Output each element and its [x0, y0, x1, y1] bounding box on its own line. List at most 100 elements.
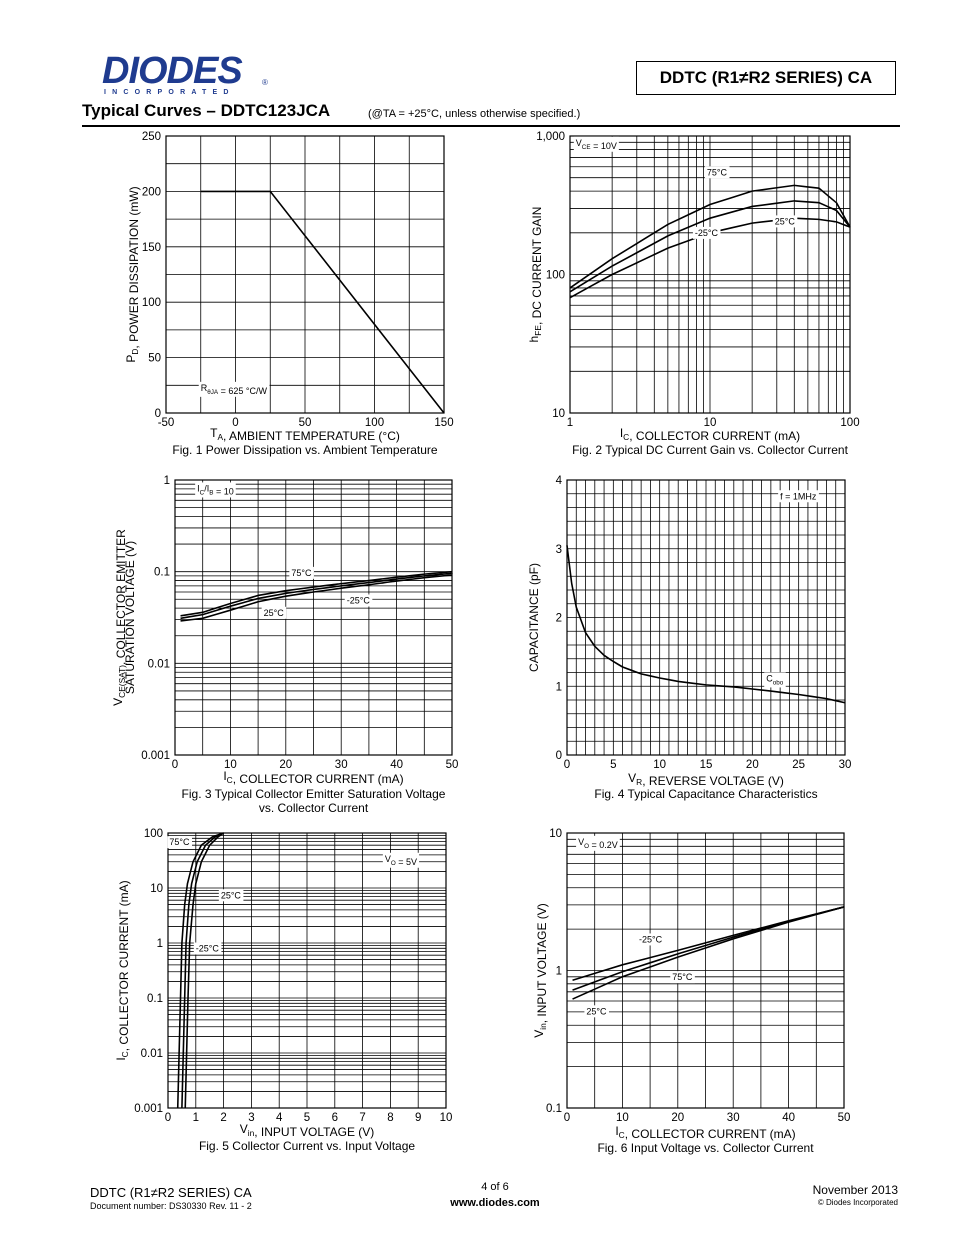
fig4-caption: Fig. 4 Typical Capacitance Characteristi… — [594, 787, 817, 801]
fig4-chart: 0 5 10 15 20 25 30 0 1 2 3 4 VR, REVERSE VOLTAGE (V)… — [527, 475, 851, 801]
fig4-xtick: 25 — [792, 759, 805, 771]
fig2-annotation: 25°C — [775, 216, 796, 226]
fig2-ytick: 10 — [552, 408, 565, 420]
fig5-annotation-bg — [382, 852, 420, 868]
fig3-xtick: 50 — [446, 759, 459, 771]
fig5-xtick: 9 — [415, 1112, 421, 1124]
fig2-series-2 — [569, 217, 851, 299]
fig4-annotation: Cobo — [766, 673, 784, 686]
fig5-xtick: 4 — [276, 1112, 283, 1124]
fig4-xtick: 5 — [610, 759, 616, 771]
fig2-xtick: 10 — [704, 417, 717, 429]
fig6-annotation-bg — [637, 933, 665, 946]
fig5-xtick: 6 — [332, 1112, 338, 1124]
fig6-ylabel: Vin, INPUT VOLTAGE (V) — [532, 903, 549, 1038]
fig4-xtick: 15 — [700, 759, 713, 771]
fig2-caption: Fig. 2 Typical DC Current Gain vs. Colle… — [572, 443, 849, 457]
fig6-series-2 — [572, 906, 845, 991]
footer-doc: Document number: DS30330 Rev. 11 - 2 — [90, 1201, 252, 1211]
fig6-xtick: 30 — [727, 1112, 740, 1124]
footer-page: 4 of 6 — [481, 1181, 509, 1193]
fig3-caption: Fig. 3 Typical Collector Emitter Saturat… — [182, 787, 446, 801]
fig4-series-0 — [566, 545, 846, 704]
fig5-grid — [167, 832, 447, 1109]
fig5-xtick: 0 — [165, 1112, 171, 1124]
fig5-xtick: 7 — [359, 1112, 365, 1124]
fig5-annotation: 75°C — [169, 837, 190, 847]
fig4-xlabel: VR, REVERSE VOLTAGE (V) — [628, 771, 784, 788]
fig5-ytick: 0.1 — [147, 993, 163, 1005]
fig1-ytick: 250 — [142, 131, 161, 143]
fig1-ytick: 200 — [142, 186, 161, 198]
fig4-ytick: 4 — [556, 475, 563, 487]
fig1-xlabel: TA, AMBIENT TEMPERATURE (°C) — [210, 426, 400, 443]
fig6-xlabel: IC, COLLECTOR CURRENT (mA) — [615, 1124, 795, 1141]
fig4-annotation: f = 1MHz — [780, 491, 817, 501]
fig5-annotation: -25°C — [196, 944, 220, 954]
page-subtitle: (@TA = +25°C, unless otherwise specified… — [368, 108, 581, 120]
fig4-ytick: 0 — [556, 750, 562, 762]
fig5-ytick: 0.01 — [141, 1048, 163, 1060]
fig6-frame — [566, 832, 845, 1109]
fig5-annotation-bg — [193, 942, 222, 955]
fig5-ytick: 0.001 — [134, 1103, 163, 1115]
fig1-grid — [165, 135, 445, 414]
fig5-ylabel: IC, COLLECTOR CURRENT (mA) — [114, 880, 131, 1060]
fig5-annotation: 25°C — [221, 890, 242, 900]
fig2-annotation-bg — [692, 226, 721, 239]
fig1-series-0 — [200, 190, 445, 414]
fig6-caption: Fig. 6 Input Voltage vs. Collector Curre… — [597, 1141, 814, 1155]
fig1-xtick: 150 — [434, 417, 453, 429]
part-number-box: DDTC (R1≠R2 SERIES) CA — [636, 61, 896, 95]
fig1-annotation: RθJA = 625 °C/W — [201, 383, 268, 396]
fig6-xtick: 10 — [616, 1112, 629, 1124]
fig3-series-0 — [180, 570, 453, 617]
fig3-series-1 — [180, 572, 453, 620]
fig3-ytick: 0.01 — [148, 658, 170, 670]
fig2-annotation-bg — [772, 215, 798, 228]
fig1-ytick: 150 — [142, 242, 161, 254]
fig5-xtick: 1 — [193, 1112, 199, 1124]
fig5-xtick: 5 — [304, 1112, 310, 1124]
fig2-annotation-bg — [704, 166, 730, 179]
footer-url[interactable]: www.diodes.com — [450, 1197, 540, 1209]
fig2-ytick: 100 — [546, 270, 565, 282]
fig3-grid — [174, 479, 453, 756]
fig3-annotation-bg — [261, 606, 287, 619]
fig5-ytick: 100 — [144, 828, 163, 840]
fig5-xlabel: Vin, INPUT VOLTAGE (V) — [240, 1122, 375, 1139]
fig3-ylabel: VCE(SAT), COLLECTOR EMITTER — [111, 529, 128, 706]
fig6-xtick: 40 — [782, 1112, 795, 1124]
fig1-frame — [165, 135, 445, 414]
footer-date: November 2013 — [812, 1183, 898, 1197]
fig3-ylabel: SATURATION VOLTAGE (V) — [123, 541, 137, 694]
fig2-frame — [569, 135, 851, 414]
fig6-annotation: 75°C — [672, 972, 693, 982]
fig3-annotation: IC/IB = 10 — [197, 483, 234, 496]
fig1-xtick: 100 — [365, 417, 384, 429]
footer-part: DDTC (R1≠R2 SERIES) CA — [90, 1185, 252, 1200]
fig1-annotation-bg — [198, 381, 270, 397]
fig6-grid — [566, 832, 845, 1109]
fig4-annotation-bg — [764, 672, 786, 688]
fig3-xtick: 10 — [224, 759, 237, 771]
fig6-annotation: VO = 0.2V — [578, 837, 618, 850]
fig5-xtick: 10 — [440, 1112, 453, 1124]
fig6-ytick: 0.1 — [546, 1103, 562, 1115]
fig5-series-2 — [184, 832, 225, 1109]
fig3-caption: vs. Collector Current — [259, 801, 369, 815]
fig3-frame — [174, 479, 453, 756]
fig1-ytick: 100 — [142, 297, 161, 309]
fig2-ytick: 1,000 — [536, 131, 565, 143]
logo-subtitle: INCORPORATED — [104, 89, 235, 96]
fig5-xtick: 8 — [387, 1112, 393, 1124]
fig2-series-1 — [569, 200, 851, 293]
fig1-caption: Fig. 1 Power Dissipation vs. Ambient Tem… — [172, 443, 438, 457]
fig5-series-0 — [176, 832, 224, 1109]
fig4-ytick: 3 — [556, 544, 562, 556]
footer-copyright: © Diodes Incorporated — [817, 1198, 898, 1207]
fig2-xtick: 1 — [567, 417, 573, 429]
